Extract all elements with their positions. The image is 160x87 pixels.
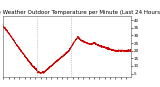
Title: Milwaukee Weather Outdoor Temperature per Minute (Last 24 Hours): Milwaukee Weather Outdoor Temperature pe… bbox=[0, 10, 160, 15]
